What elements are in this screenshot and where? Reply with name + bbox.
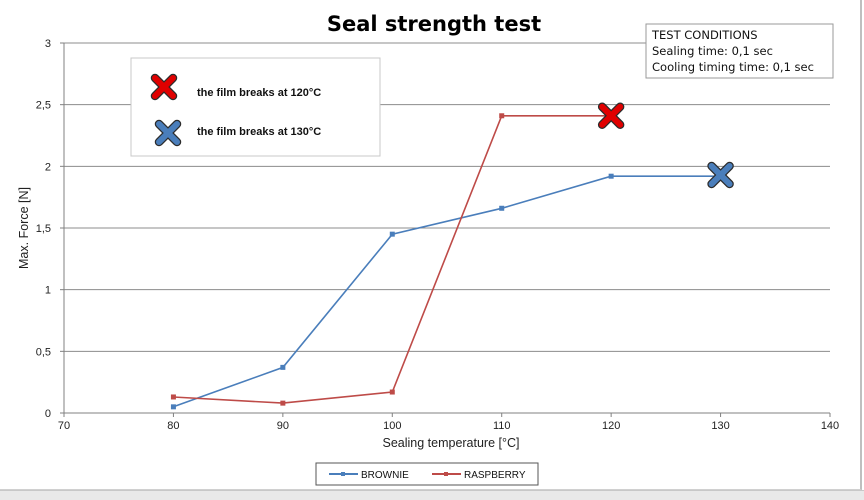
- x-tick-label: 140: [821, 420, 839, 432]
- x-tick-label: 90: [277, 420, 289, 432]
- chart-title: Seal strength test: [327, 12, 541, 36]
- y-tick-label: 1: [45, 285, 51, 297]
- break-markers: [597, 102, 734, 189]
- data-point-raspberry: [499, 113, 505, 119]
- x-tick-label: 130: [711, 420, 729, 432]
- break-marker-brownie: [707, 161, 734, 189]
- annotation-box-border: [130, 57, 381, 157]
- legend: BROWNIE RASPBERRY: [315, 462, 539, 486]
- y-tick-label: 2,5: [36, 100, 51, 112]
- legend-marker-raspberry: [444, 472, 448, 476]
- y-tick-label: 0,5: [36, 346, 51, 358]
- y-tick-label: 0: [45, 408, 51, 420]
- test-conditions-heading: TEST CONDITIONS: [651, 28, 758, 42]
- x-tick-label: 110: [493, 420, 511, 432]
- annotation-note-130: the film breaks at 130°C: [197, 126, 321, 138]
- x-tick-label: 120: [602, 420, 620, 432]
- data-point-raspberry: [389, 389, 395, 395]
- break-marker-raspberry: [597, 102, 625, 130]
- axes: [60, 42, 831, 417]
- legend-label-raspberry: RASPBERRY: [464, 470, 526, 481]
- x-tick-label: 100: [383, 420, 401, 432]
- test-conditions-cooling-time: Cooling timing time: 0,1 sec: [652, 60, 814, 74]
- data-point-raspberry: [170, 394, 176, 400]
- window-bottom-strip: [0, 490, 864, 500]
- series-line-raspberry: [173, 115, 612, 404]
- y-tick-label: 3: [45, 38, 51, 50]
- legend-label-brownie: BROWNIE: [361, 470, 409, 481]
- blue-x-icon-shape: [154, 119, 182, 147]
- data-point-brownie: [170, 404, 176, 410]
- tick-labels: 0 0,5 1 1,5 2 2,5 3 70 80 90 100 110 120 130 140: [36, 38, 839, 432]
- red-x-icon: [150, 73, 178, 101]
- test-conditions-box: TEST CONDITIONS Sealing time: 0,1 sec Co…: [645, 23, 834, 79]
- y-tick-label: 2: [45, 161, 51, 173]
- legend-marker-brownie: [341, 472, 345, 476]
- y-tick-label: 1,5: [36, 223, 51, 235]
- test-conditions-border: [645, 23, 834, 79]
- x-tick-label: 80: [167, 420, 179, 432]
- test-conditions-sealing-time: Sealing time: 0,1 sec: [652, 44, 773, 58]
- chart-frame: [0, 0, 862, 490]
- y-axis-label: Max. Force [N]: [17, 187, 31, 269]
- data-point-brownie: [608, 173, 614, 179]
- data-point-brownie: [280, 364, 286, 370]
- annotation-note-120: the film breaks at 120°C: [197, 87, 321, 99]
- legend-border: [315, 462, 539, 486]
- data-point-raspberry: [280, 400, 286, 406]
- blue-x-icon: [154, 119, 182, 147]
- annotation-box: the film breaks at 120°C the film breaks…: [130, 57, 381, 157]
- data-point-brownie: [499, 205, 505, 211]
- x-tick-label: 70: [58, 420, 70, 432]
- x-axis-label: Sealing temperature [°C]: [382, 436, 519, 450]
- series-lines: [170, 113, 724, 410]
- series-line-brownie: [173, 175, 721, 408]
- data-point-brownie: [389, 231, 395, 237]
- red-x-icon-shape: [150, 73, 178, 101]
